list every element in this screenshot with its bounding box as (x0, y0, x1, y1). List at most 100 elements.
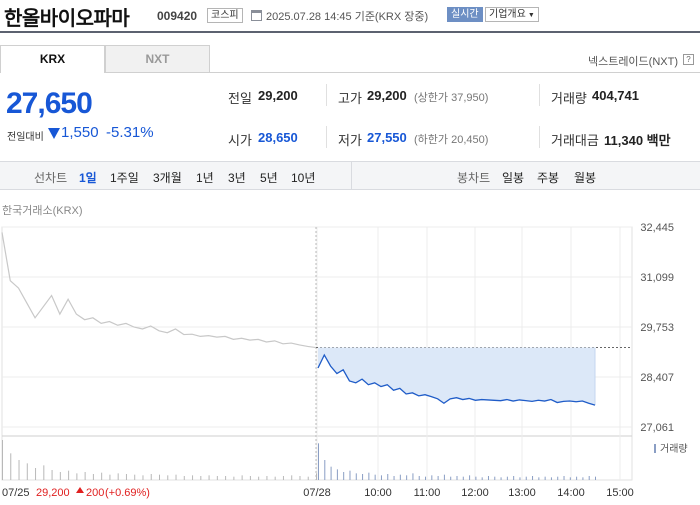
volume-bar (291, 475, 293, 480)
tab-nxt[interactable]: NXT (105, 45, 210, 73)
stat-divider (539, 84, 540, 106)
volume-bar (324, 460, 326, 480)
tab-divider (210, 72, 700, 73)
volume-bar (412, 473, 414, 480)
volume-bar (349, 470, 351, 480)
candle-daily[interactable]: 일봉 (502, 171, 525, 185)
prev-close-label: 전일 (228, 91, 252, 106)
quote-timestamp: 2025.07.28 14:45 기준(KRX 장중) (266, 11, 429, 23)
volume-bar (355, 473, 357, 480)
stat-divider (326, 84, 327, 106)
volume-bar (282, 476, 284, 480)
high-label: 고가 (338, 91, 362, 106)
trade-value: 11,340 백만 (604, 133, 671, 148)
period-1d[interactable]: 1일 (79, 171, 97, 185)
volume-bar (109, 474, 111, 480)
volume-bar (393, 476, 395, 480)
stat-divider (326, 126, 327, 148)
prev-close-value: 29,200 (258, 88, 298, 103)
volume-bar (84, 472, 86, 480)
y-tick-label: 32,445 (640, 222, 674, 234)
company-info-dropdown[interactable]: 기업개요 ▼ (485, 7, 539, 22)
volume-bar (2, 440, 3, 480)
volume-bar (525, 476, 527, 480)
volume-bar (208, 475, 210, 480)
period-3m[interactable]: 3개월 (153, 171, 182, 185)
volume-bar (532, 476, 534, 480)
volume-bar (167, 475, 169, 480)
change-label: 전일대비 (7, 132, 44, 143)
volume-bar (588, 476, 590, 480)
volume-bar (595, 476, 596, 480)
volume-bar (513, 476, 515, 480)
volume-bar (550, 477, 552, 480)
volume-bar (241, 475, 243, 480)
volume-bar (469, 475, 471, 480)
volume-bar (316, 473, 317, 480)
volume-bar (216, 476, 218, 480)
period-bar-divider (351, 162, 352, 190)
volume-bar (183, 476, 185, 480)
volume-bar (343, 472, 345, 480)
volume-value: 404,741 (592, 88, 639, 103)
period-5y[interactable]: 5년 (260, 171, 278, 185)
x-tick-label: 15:00 (606, 487, 634, 499)
low-value: 27,550 (367, 130, 407, 145)
volume-bar (117, 473, 119, 480)
x-tick-label: 07/25 (2, 487, 30, 499)
x-tick-label: 12:00 (461, 487, 489, 499)
trade-value-label: 거래대금 (551, 133, 599, 148)
volume-bar (494, 476, 496, 480)
volume-bar (225, 476, 227, 480)
period-1w[interactable]: 1주일 (110, 171, 139, 185)
volume-bar (142, 475, 144, 480)
volume-bar (519, 477, 521, 480)
stock-code: 009420 (157, 9, 198, 23)
y-tick-label: 31,099 (640, 272, 674, 284)
help-icon[interactable]: ? (683, 54, 694, 65)
volume-bar (336, 469, 338, 480)
volume-bar (450, 476, 452, 480)
tab-krx[interactable]: KRX (0, 45, 105, 73)
company-name[interactable]: 한올바이오파마 (4, 8, 130, 30)
period-1y[interactable]: 1년 (196, 171, 214, 185)
volume-bar (159, 474, 160, 480)
up-triangle-icon (76, 487, 84, 493)
volume-bar (443, 474, 445, 480)
period-10y[interactable]: 10년 (291, 171, 316, 185)
nextrade-link[interactable]: 넥스트레이드(NXT) (587, 56, 678, 68)
volume-bar (200, 476, 202, 480)
volume-bar (76, 473, 78, 480)
volume-bar (318, 443, 319, 480)
volume-bar (92, 474, 94, 480)
volume-bar (538, 477, 540, 480)
volume-bar (576, 476, 578, 480)
volume-legend-swatch (654, 444, 656, 453)
change-percent: -5.31% (106, 124, 154, 141)
prev-day-line (1, 232, 317, 349)
volume-bar (10, 453, 12, 480)
volume-bar (266, 476, 268, 480)
volume-bar (582, 477, 584, 480)
change-value: 1,550 (61, 124, 99, 141)
high-value: 29,200 (367, 88, 407, 103)
volume-bar (481, 477, 483, 480)
volume-bar (134, 474, 136, 480)
chevron-down-icon: ▼ (527, 12, 535, 19)
candle-weekly[interactable]: 주봉 (537, 171, 560, 185)
x-tick-label: 07/28 (303, 487, 331, 499)
x-tick-label: 11:00 (414, 487, 441, 499)
stat-divider (539, 126, 540, 148)
realtime-badge[interactable]: 실시간 (447, 7, 483, 22)
volume-bar (431, 475, 433, 480)
candle-monthly[interactable]: 월봉 (574, 171, 597, 185)
period-3y[interactable]: 3년 (228, 171, 246, 185)
volume-bar (506, 476, 508, 480)
volume-bar (362, 474, 364, 480)
upper-limit: (상한가 37,950) (414, 92, 489, 104)
volume-bar (563, 476, 565, 480)
prev-day-change-pct: (+0.69%) (105, 487, 150, 499)
volume-bar (175, 474, 177, 480)
today-price-line (317, 353, 596, 406)
